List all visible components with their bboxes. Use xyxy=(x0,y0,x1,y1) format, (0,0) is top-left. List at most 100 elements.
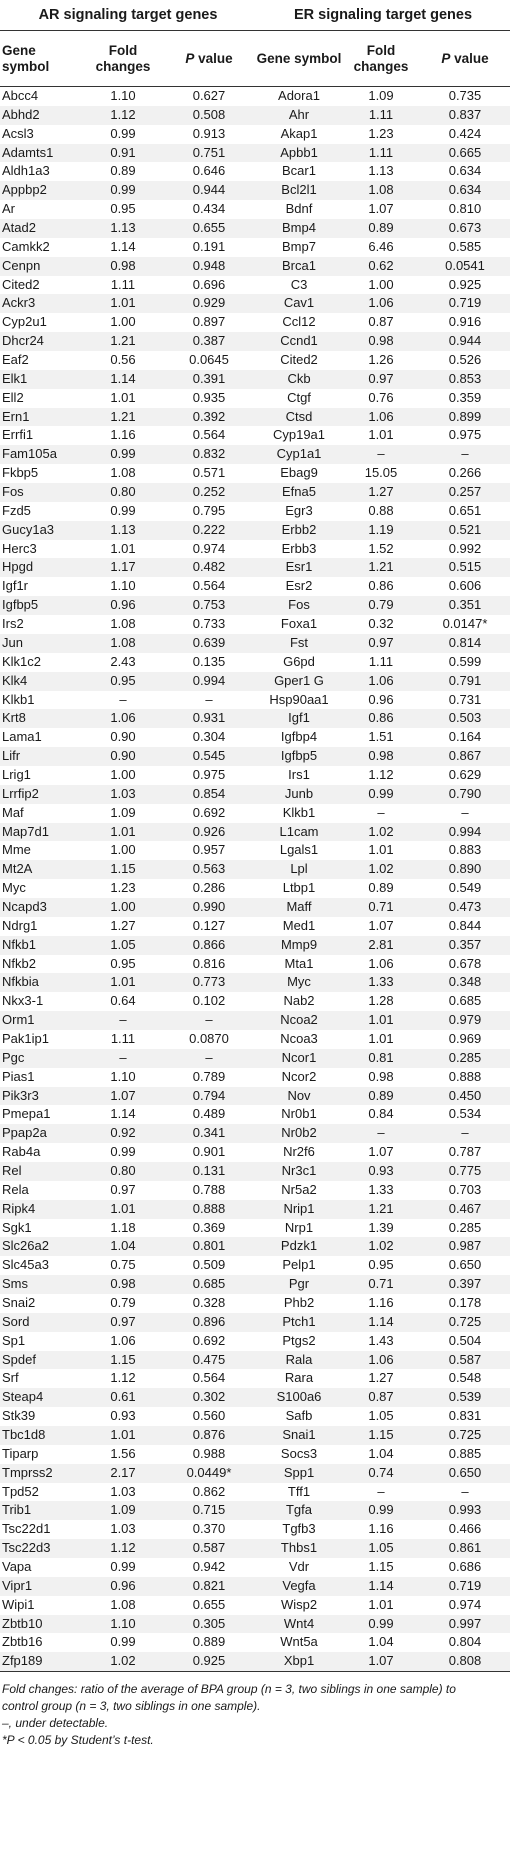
er-p-value-cell: 0.686 xyxy=(448,1559,482,1575)
ar-gene-cell: Trib1 xyxy=(0,1501,84,1521)
ar-fold-cell: 1.04 xyxy=(84,1237,162,1257)
ar-fold-cell: 1.18 xyxy=(110,1219,136,1235)
table-row: Appbp2 0.99 0.944 Bcl2l1 1.08 0.634 xyxy=(0,181,510,201)
ar-gene-cell: Pik3r3 xyxy=(0,1086,84,1106)
er-gene-cell: Igfbp5 xyxy=(256,747,342,766)
er-gene-cell: Bcar1 xyxy=(282,163,316,179)
ar-gene-cell: Elk1 xyxy=(0,369,84,389)
er-gene-cell: Bmp7 xyxy=(282,238,316,254)
er-fold-cell: 1.01 xyxy=(342,1011,420,1030)
er-p-value-cell: 0.549 xyxy=(448,880,482,896)
er-p-value-cell: 0.450 xyxy=(420,1086,510,1106)
ar-fold-cell: 1.08 xyxy=(110,465,136,481)
ar-p-value-cell: 0.692 xyxy=(192,804,226,820)
ar-p-value-cell: 0.832 xyxy=(162,445,256,465)
ar-gene-cell: Adamts1 xyxy=(0,143,84,163)
er-gene-cell: Bmp4 xyxy=(256,219,342,238)
table-row: Lama1 0.90 0.304 Igfbp4 1.51 0.164 xyxy=(0,728,510,747)
er-fold-cell: 1.21 xyxy=(342,1199,420,1219)
er-fold-cell: – xyxy=(377,1483,385,1499)
ar-p-value-cell: 0.944 xyxy=(162,181,256,201)
table-row: Abhd2 1.12 0.508 Ahr 1.11 0.837 xyxy=(0,105,510,125)
ar-p-value-cell: 0.801 xyxy=(162,1237,256,1257)
er-gene-cell: Socs3 xyxy=(280,1445,318,1461)
ar-p-value-header: P value xyxy=(162,30,256,87)
er-fold-cell: 0.89 xyxy=(368,880,394,896)
ar-fold-cell: 0.96 xyxy=(84,596,162,616)
er-p-value-cell: 0.735 xyxy=(448,88,482,103)
er-gene-cell: Bcl2l1 xyxy=(256,181,342,201)
ar-fold-cell: 1.12 xyxy=(110,1370,136,1386)
er-p-value-cell: 0.837 xyxy=(420,105,510,125)
ar-fold-cell: 1.16 xyxy=(110,427,136,443)
ar-fold-cell: 1.14 xyxy=(110,238,136,254)
ar-p-value-cell: 0.788 xyxy=(192,1181,226,1197)
ar-fold-cell: 0.79 xyxy=(110,1295,136,1310)
er-gene-cell: Bdnf xyxy=(285,201,313,217)
er-fold-cell: 1.02 xyxy=(342,822,420,842)
er-fold-cell: 0.89 xyxy=(342,1086,420,1106)
er-p-value-cell: 0.634 xyxy=(420,181,510,201)
ar-fold-cell: 0.98 xyxy=(84,256,162,276)
table-row: Errfi1 1.16 0.564 Cyp19a1 1.01 0.975 xyxy=(0,426,510,445)
er-gene-cell: Nr0b1 xyxy=(281,1106,317,1122)
er-fold-cell: 1.19 xyxy=(342,520,420,540)
ar-gene-cell: Nfkb2 xyxy=(2,955,36,971)
er-fold-cell: 2.81 xyxy=(342,935,420,955)
ar-gene-cell: Jun xyxy=(0,633,84,653)
table-row: Tsc22d1 1.03 0.370 Tgfb3 1.16 0.466 xyxy=(0,1520,510,1539)
ar-fold-cell: 1.13 xyxy=(84,520,162,540)
er-gene-symbol-header: Gene symbol xyxy=(256,30,342,87)
ar-gene-cell: Fam105a xyxy=(0,445,84,465)
ar-p-value-cell: 0.994 xyxy=(162,671,256,691)
table-row: Srf 1.12 0.564 Rara 1.27 0.548 xyxy=(0,1369,510,1388)
ar-gene-cell: Zbtb16 xyxy=(2,1634,43,1650)
er-gene-cell: Tgfa xyxy=(256,1501,342,1521)
er-fold-changes-header: Fold changes xyxy=(342,30,420,87)
er-gene-cell: Ccl12 xyxy=(282,314,316,330)
er-fold-cell: 0.95 xyxy=(368,1257,394,1273)
ar-gene-cell: Gucy1a3 xyxy=(0,520,84,540)
ar-p-value-cell: 0.328 xyxy=(192,1295,226,1310)
ar-fold-cell: 0.95 xyxy=(110,201,136,217)
ar-gene-cell: Ndrg1 xyxy=(2,917,38,933)
er-fold-cell: 1.09 xyxy=(368,88,394,103)
er-gene-cell: Ncoa2 xyxy=(256,1011,342,1030)
table-row: Rel 0.80 0.131 Nr3c1 0.93 0.775 xyxy=(0,1161,510,1181)
er-p-value-cell: 0.548 xyxy=(448,1370,482,1386)
er-fold-cell: – xyxy=(342,445,420,465)
er-p-value-cell: 0.678 xyxy=(448,955,482,971)
table-row: Pik3r3 1.07 0.794 Nov 0.89 0.450 xyxy=(0,1086,510,1106)
table-row: Sord 0.97 0.896 Ptch1 1.14 0.725 xyxy=(0,1312,510,1332)
table-row: Klk4 0.95 0.994 Gper1 G 1.06 0.791 xyxy=(0,671,510,691)
ar-fold-cell: 1.10 xyxy=(110,578,136,594)
er-p-value-cell: 0.790 xyxy=(420,784,510,804)
er-gene-cell: Vdr xyxy=(288,1559,310,1575)
ar-fold-cell: 0.97 xyxy=(110,1181,136,1197)
ar-fold-cell: 1.01 xyxy=(110,389,136,405)
ar-fold-cell: 1.23 xyxy=(110,880,136,896)
er-fold-cell: 1.11 xyxy=(368,653,394,669)
table-row: Pgc – – Ncor1 0.81 0.285 xyxy=(0,1048,510,1068)
er-fold-cell: 1.06 xyxy=(342,407,420,427)
ar-p-value-cell: 0.392 xyxy=(162,407,256,427)
table-row: Slc26a2 1.04 0.801 Pdzk1 1.02 0.987 xyxy=(0,1237,510,1257)
table-row: Ern1 1.21 0.392 Ctsd 1.06 0.899 xyxy=(0,407,510,427)
ar-p-value-cell: 0.866 xyxy=(162,935,256,955)
table-row: Ppap2a 0.92 0.341 Nr0b2– – xyxy=(0,1124,510,1144)
er-fold-cell: 1.06 xyxy=(342,671,420,691)
ar-fold-cell: 1.03 xyxy=(110,1483,136,1499)
ar-fold-cell: 1.01 xyxy=(84,973,162,993)
table-row: Orm1– – Ncoa2 1.01 0.979 xyxy=(0,1011,510,1030)
table-row: Nkx3-1 0.64 0.102 Nab2 1.28 0.685 xyxy=(0,992,510,1011)
ar-fold-cell: 0.98 xyxy=(84,1275,162,1294)
er-gene-cell: Wnt4 xyxy=(256,1614,342,1634)
er-p-value-cell: 0.916 xyxy=(448,314,482,330)
ar-gene-cell: Wipi1 xyxy=(2,1596,35,1612)
er-p-value-cell: 0.348 xyxy=(420,973,510,993)
ar-p-value-cell: 0.545 xyxy=(162,747,256,766)
er-gene-cell: Vegfa xyxy=(256,1576,342,1596)
table-row: Tiparp 1.56 0.988 Socs3 1.04 0.885 xyxy=(0,1445,510,1464)
ar-gene-cell: Rela xyxy=(2,1181,29,1197)
table-row: Gucy1a3 1.13 0.222 Erbb2 1.19 0.521 xyxy=(0,520,510,540)
